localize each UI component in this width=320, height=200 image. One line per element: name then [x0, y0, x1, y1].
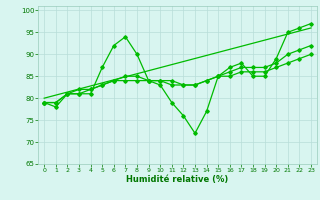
X-axis label: Humidité relative (%): Humidité relative (%) — [126, 175, 229, 184]
